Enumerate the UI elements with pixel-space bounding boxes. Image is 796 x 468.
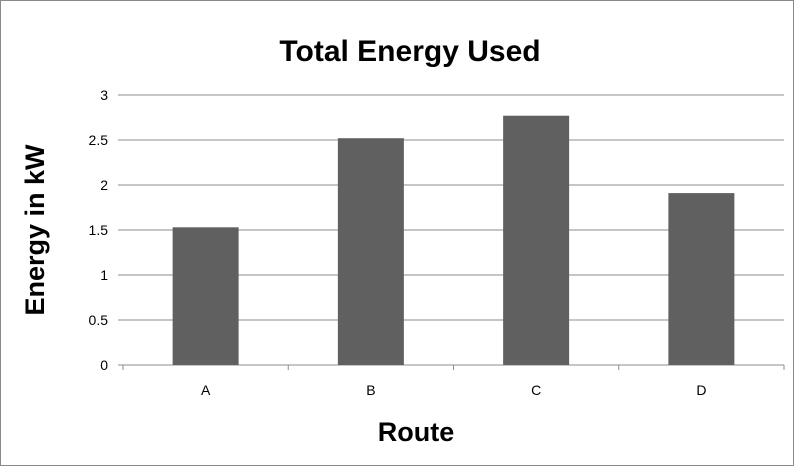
x-axis-title: Route [378,417,455,447]
y-tick-label-0: 0 [100,357,108,373]
y-tick-label-1: 0.5 [89,312,109,328]
y-tick-label-4: 2 [100,177,108,193]
x-tick-label-A: A [201,382,211,398]
y-tick-label-3: 1.5 [89,222,109,238]
x-tick-labels: A B C D [122,365,785,398]
y-axis-title: Energy in kW [20,144,50,316]
y-tick-label-6: 3 [100,87,108,103]
y-tick-label-5: 2.5 [89,132,109,148]
bar-A [172,227,239,365]
bars [172,115,735,365]
bar-C [503,115,570,365]
bar-B [337,138,404,365]
x-tick-label-C: C [531,382,541,398]
y-tick-label-2: 1 [100,267,108,283]
y-tick-labels: 0 0.5 1 1.5 2 2.5 3 [89,87,109,373]
bar-D [668,193,735,365]
x-tick-label-D: D [696,382,706,398]
chart-title: Total Energy Used [279,35,540,68]
x-tick-label-B: B [366,382,375,398]
